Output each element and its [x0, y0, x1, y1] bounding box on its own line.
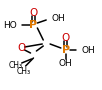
Text: O: O	[18, 43, 26, 53]
Text: P: P	[29, 20, 38, 30]
Text: CH₃: CH₃	[17, 67, 31, 76]
Text: OH: OH	[59, 58, 73, 68]
Text: HO: HO	[3, 21, 17, 30]
Text: O: O	[29, 8, 38, 18]
Text: CH₃: CH₃	[9, 60, 23, 69]
Text: P: P	[62, 45, 70, 55]
Text: OH: OH	[81, 46, 95, 55]
Text: OH: OH	[51, 14, 65, 22]
Text: O: O	[62, 33, 70, 43]
